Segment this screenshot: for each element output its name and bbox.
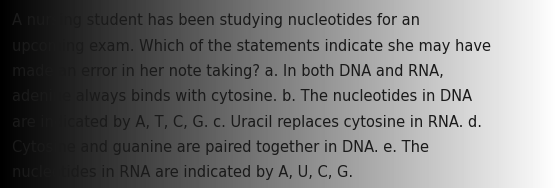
Text: upcoming exam. Which of the statements indicate she may have: upcoming exam. Which of the statements i… xyxy=(12,39,491,54)
Text: A nursing student has been studying nucleotides for an: A nursing student has been studying nucl… xyxy=(12,13,420,28)
Text: made an error in her note taking? a. In both DNA and RNA,: made an error in her note taking? a. In … xyxy=(12,64,444,79)
Text: adenine always binds with cytosine. b. The nucleotides in DNA: adenine always binds with cytosine. b. T… xyxy=(12,89,473,104)
Text: are indicated by A, T, C, G. c. Uracil replaces cytosine in RNA. d.: are indicated by A, T, C, G. c. Uracil r… xyxy=(12,115,482,130)
Text: Cytosine and guanine are paired together in DNA. e. The: Cytosine and guanine are paired together… xyxy=(12,140,429,155)
Text: nucleotides in RNA are indicated by A, U, C, G.: nucleotides in RNA are indicated by A, U… xyxy=(12,165,353,180)
